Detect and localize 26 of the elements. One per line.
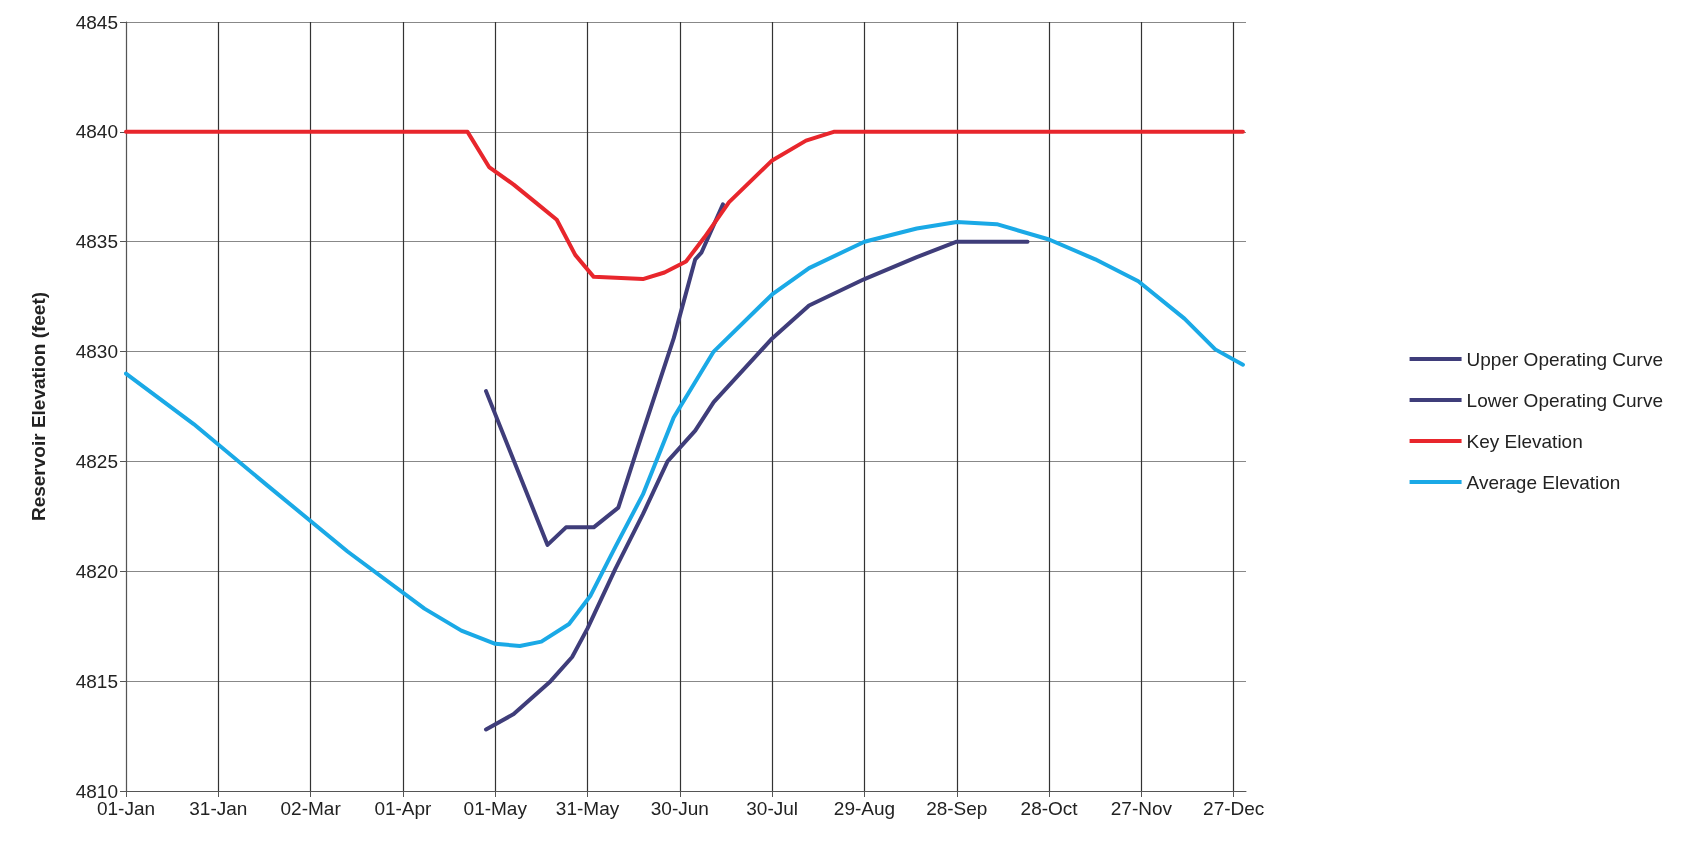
x-tick-label: 28-Sep	[926, 798, 988, 819]
legend-label: Upper Operating Curve	[1466, 348, 1664, 370]
x-tick-label: 31-May	[555, 798, 620, 819]
x-tick-label: 30-Jul	[746, 798, 799, 819]
x-tick-label: 02-Mar	[280, 798, 342, 819]
y-axis-title: Reservoir Elevation (feet)	[28, 291, 49, 522]
x-tick-label: 28-Oct	[1020, 798, 1079, 819]
y-tick-label: 4820	[75, 560, 118, 582]
x-tick-label: 30-Jun	[650, 798, 709, 819]
x-tick-label: 27-Nov	[1110, 798, 1173, 819]
y-tick-label: 4830	[75, 341, 118, 363]
x-tick-label: 27-Dec	[1203, 798, 1265, 819]
x-tick-label: 29-Aug	[833, 798, 896, 819]
x-tick-label: 01-May	[463, 798, 528, 819]
y-tick-label: 4845	[75, 11, 118, 33]
y-tick-label: 4815	[75, 670, 118, 692]
y-tick-label: 4835	[75, 231, 118, 253]
y-tick-label: 4840	[75, 121, 118, 143]
line-series	[484, 239, 1030, 732]
legend-label: Lower Operating Curve	[1466, 389, 1664, 411]
line-series	[484, 202, 725, 547]
legend-label: Key Elevation	[1466, 430, 1583, 452]
x-tick-label: 31-Jan	[189, 798, 248, 819]
legend-label: Average Elevation	[1466, 471, 1621, 493]
y-tick-label: 4825	[75, 450, 118, 472]
x-tick-label: 01-Apr	[374, 798, 433, 819]
